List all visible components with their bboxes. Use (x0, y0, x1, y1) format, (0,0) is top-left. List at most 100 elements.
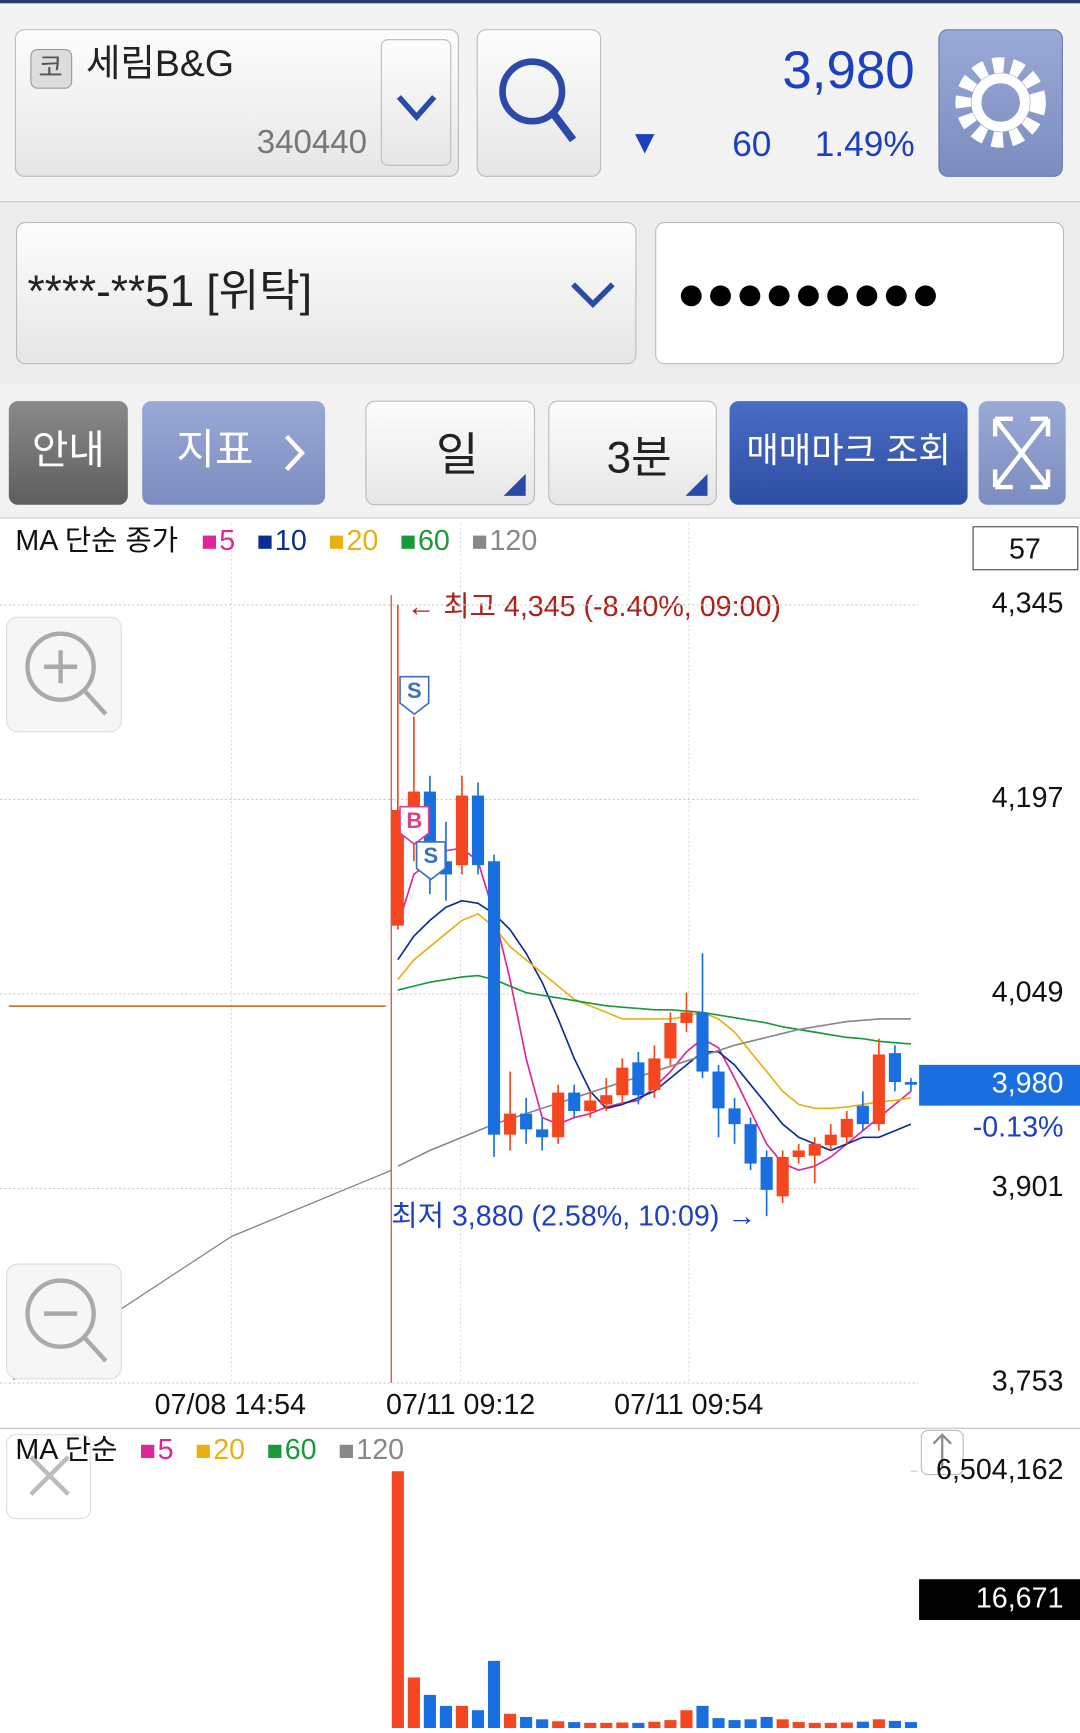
signal-label: S (424, 843, 439, 868)
volume-bar (760, 1716, 773, 1728)
scale-button[interactable] (920, 1429, 964, 1476)
candle-body (888, 1053, 901, 1083)
account-number: ****-**51 [위탁] (28, 267, 312, 316)
current-change: -0.13% (973, 1111, 1064, 1143)
guide-button[interactable] (8, 401, 128, 505)
search-icon (550, 111, 577, 143)
volume-bar (808, 1722, 821, 1728)
market-badge: 코 (39, 52, 63, 82)
volume-bar (487, 1660, 501, 1728)
volume-bar (824, 1722, 837, 1728)
volume-bar (568, 1722, 581, 1728)
chevron (571, 282, 615, 309)
candle-body (712, 1071, 725, 1109)
volume-badge (919, 1579, 1080, 1620)
zoom-icon (44, 1311, 108, 1363)
account-box[interactable] (15, 222, 637, 365)
expand-icon (992, 416, 1051, 490)
y-tick-label: 4,049 (992, 977, 1064, 1009)
change-pct: 1.49% (815, 125, 915, 164)
chevron (396, 95, 437, 121)
guide-label: 안내 (32, 428, 105, 472)
period-button[interactable] (365, 400, 536, 506)
settings-button[interactable] (938, 29, 1063, 177)
y-tick-label: 6,504,162 (936, 1454, 1063, 1486)
volume-bar (584, 1722, 597, 1728)
legend-swatch (268, 1444, 282, 1458)
corner (503, 473, 526, 496)
legend-label: 5 (158, 1434, 174, 1466)
y-tick-label: 3,901 (992, 1171, 1064, 1203)
volume-bar (728, 1720, 741, 1728)
candle-body (632, 1062, 645, 1096)
volume-current: 16,671 (976, 1583, 1064, 1615)
candle-body (872, 1054, 885, 1125)
legend-swatch (329, 535, 344, 549)
change-arrow: ▼ (628, 124, 661, 161)
candle-body (568, 1092, 581, 1111)
legend-label: 120 (490, 525, 538, 557)
x-tick-label: 07/11 09:12 (386, 1389, 535, 1421)
stock-box[interactable] (14, 29, 459, 177)
dropdown[interactable] (380, 39, 452, 166)
password-box[interactable] (655, 222, 1065, 365)
zoom-icon (25, 631, 96, 702)
stock-code: 340440 (257, 124, 367, 161)
candle-body (744, 1124, 757, 1164)
y-tick-label: 4,345 (992, 588, 1064, 620)
volume-bar (904, 1722, 918, 1728)
candle-body (728, 1108, 741, 1125)
volume-bar (632, 1722, 645, 1728)
candle-body (616, 1067, 629, 1096)
legend-swatch (258, 535, 272, 549)
legend-label: 20 (346, 525, 378, 557)
legend-label: 10 (275, 525, 307, 557)
candle-body (808, 1143, 821, 1156)
ma-line (397, 912, 912, 1110)
legend-swatch (472, 535, 487, 549)
legend-title: MA 단순 종가 (15, 525, 178, 557)
candle-body (792, 1150, 805, 1157)
current-price-badge (919, 1064, 1080, 1106)
y-tick-label: 4,197 (992, 782, 1064, 814)
gear-icon (955, 57, 1046, 148)
candle-body (391, 810, 404, 926)
legend-swatch (339, 1444, 353, 1458)
trade-mark-button[interactable] (729, 401, 968, 505)
volume-bar (391, 1471, 404, 1728)
indicator-button[interactable] (142, 401, 326, 505)
interval-button[interactable] (548, 400, 717, 506)
volume-bar (712, 1718, 725, 1728)
search-icon (499, 58, 566, 125)
legend-swatch (202, 535, 216, 549)
legend-swatch (401, 535, 415, 549)
candle-body (552, 1092, 565, 1138)
candle-body (487, 861, 501, 1135)
candle-body (536, 1129, 549, 1138)
close-button[interactable] (6, 1434, 91, 1520)
y-tick-label: 3,753 (992, 1366, 1064, 1398)
legend-label: 60 (285, 1434, 317, 1466)
volume-bar (600, 1722, 613, 1728)
volume-bar (680, 1710, 693, 1728)
candle-body (504, 1113, 517, 1135)
candle-body (840, 1118, 853, 1138)
gear-icon (971, 73, 1030, 132)
candle-body (696, 1012, 709, 1072)
low-note: 최저 3,880 (2.58%, 10:09) → (391, 1200, 756, 1232)
volume-bar (744, 1719, 757, 1728)
volume-bar (455, 1705, 469, 1728)
zoom-icon (44, 650, 108, 716)
candle-body (760, 1156, 773, 1190)
volume-bar (888, 1720, 901, 1728)
volume-bar (856, 1721, 869, 1728)
volume-bar (423, 1694, 436, 1728)
candle-body (824, 1134, 837, 1146)
candle-body (455, 795, 469, 866)
indicator-label: 지표 (176, 426, 253, 473)
volume-bar (840, 1722, 853, 1728)
legend-label: 20 (213, 1434, 245, 1466)
top-bar (0, 0, 1080, 4)
search-button[interactable] (476, 29, 602, 177)
